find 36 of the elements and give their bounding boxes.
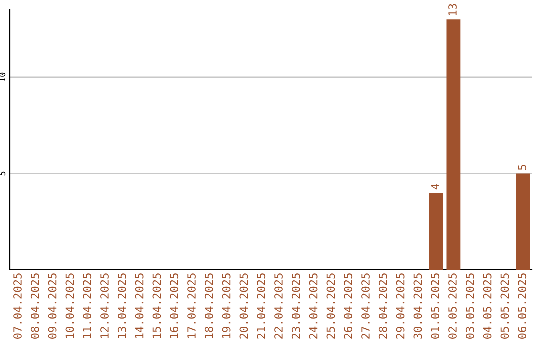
x-tick-label: 03.05.2025 [466, 274, 474, 339]
x-tick-label: 27.04.2025 [362, 274, 370, 339]
x-tick-label: 11.04.2025 [83, 274, 92, 338]
x-tick-label: 23.04.2025 [292, 274, 300, 339]
x-tick-label: 02.05.2025 [448, 274, 457, 339]
x-tick-label: 09.04.2025 [48, 274, 57, 339]
x-tick-label: 08.04.2025 [30, 274, 40, 339]
x-tick-label: 25.04.2025 [326, 274, 336, 339]
x-tick-label: 30.04.2025 [414, 274, 422, 339]
bar [446, 20, 461, 270]
x-tick-label: 15.04.2025 [152, 274, 162, 338]
x-tick-label: 14.04.2025 [135, 274, 144, 338]
x-tick-label: 01.05.2025 [431, 274, 440, 339]
x-tick-label: 10.04.2025 [66, 274, 74, 338]
x-tick-label: 04.05.2025 [483, 274, 492, 339]
x-tick-label: 20.04.2025 [240, 274, 248, 339]
data-label: 13 [448, 4, 457, 16]
x-tick-label: 18.04.2025 [204, 274, 214, 338]
x-tick-label: 19.04.2025 [222, 274, 231, 338]
bar [516, 174, 530, 270]
bar [429, 192, 444, 270]
data-label: 5 [518, 165, 527, 170]
x-tick-label: 06.05.2025 [518, 274, 527, 339]
x-tick-label: 13.04.2025 [118, 274, 126, 338]
x-tick-label: 16.04.2025 [170, 274, 179, 338]
x-tick-label: 05.05.2025 [500, 274, 510, 339]
x-tick-label: 29.04.2025 [396, 274, 405, 339]
x-tick-label: 24.04.2025 [309, 274, 318, 339]
x-tick-label: 28.04.2025 [378, 274, 388, 339]
x-tick-label: 07.04.2025 [14, 274, 22, 339]
x-tick-label: 22.04.2025 [274, 274, 283, 339]
x-tick-label: 26.04.2025 [344, 274, 353, 339]
x-tick-label: 17.04.2025 [188, 274, 196, 338]
data-label: 4 [431, 184, 440, 190]
x-tick-label: 21.04.2025 [257, 274, 266, 339]
x-tick-label: 12.04.2025 [100, 274, 109, 338]
